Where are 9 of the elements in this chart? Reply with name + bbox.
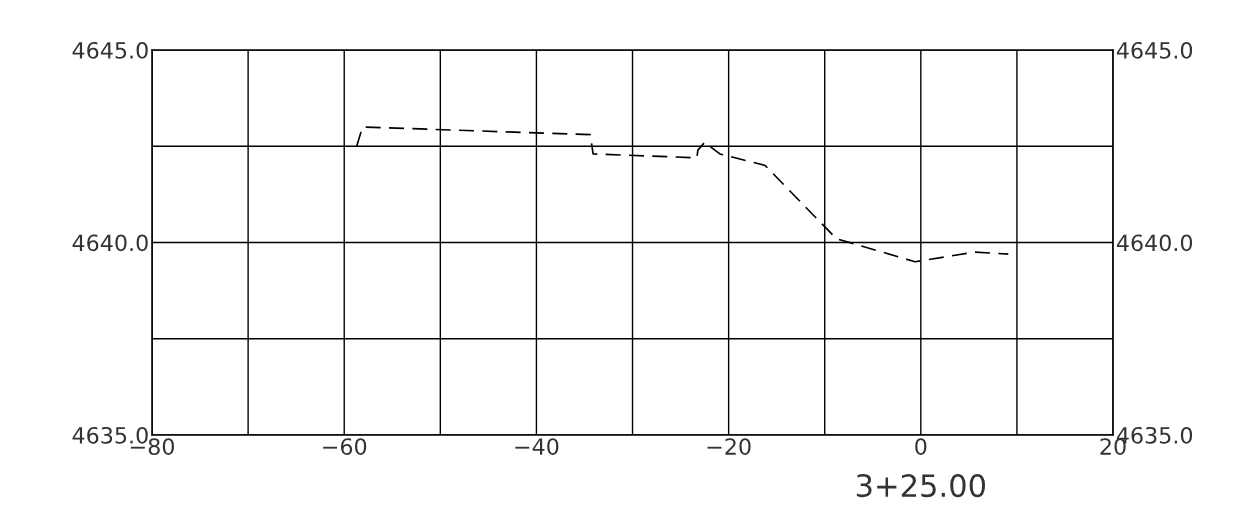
x-tick-label: −60 [323,438,367,455]
x-axis-title: 3+25.00 [856,474,986,498]
y2-tick-label: 4645.0 [1116,41,1193,59]
y-tick-label: 4640.0 [72,234,148,252]
y2-tick-label: 4640.0 [1116,234,1193,252]
y-tick-label: 4645.0 [72,41,148,59]
x-tick-label: −20 [707,438,751,455]
x-tick-label: −40 [515,438,559,455]
x-tick-label: 0 [915,438,927,455]
